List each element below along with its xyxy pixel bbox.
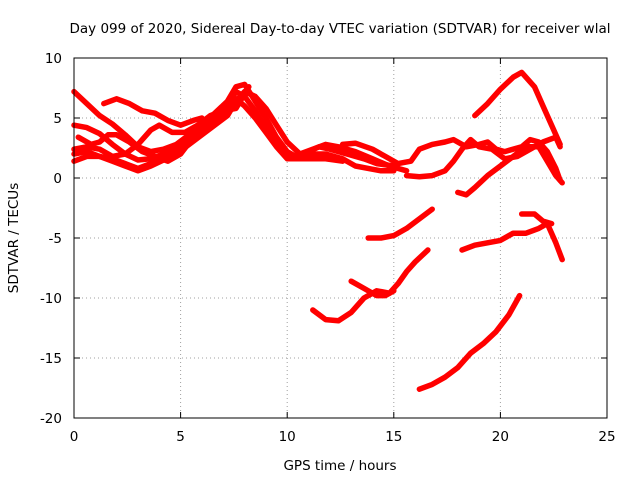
y-tick-label: 10 [45,51,62,67]
x-tick-label: 10 [279,429,296,445]
x-tick-label: 25 [598,429,615,445]
series-arc-1 [71,81,397,169]
axis-ticks: 0 5 10 15 20 25 -20 -15 -10 -5 0 5 10 [40,51,616,445]
series-arc-17 [416,292,523,392]
series-arc-11 [472,69,563,148]
series-arc-15 [310,247,431,324]
x-tick-label: 20 [492,429,509,445]
series-arc-4 [71,88,410,174]
series-arc-12 [365,206,435,241]
x-axis-label: GPS time / hours [283,458,396,474]
series-layer [71,69,565,392]
y-tick-label: -10 [40,291,62,307]
series-arc-5 [71,84,252,160]
series-arc-8 [339,136,563,184]
series-arc-10 [455,144,565,198]
series-arc-16 [348,278,397,299]
x-tick-label: 15 [385,429,402,445]
x-tick-label: 5 [176,429,185,445]
series-arc-6 [75,108,231,164]
y-axis-label: SDTVAR / TECUs [6,183,22,293]
y-tick-label: -15 [40,351,62,367]
series-arc-14 [518,211,555,227]
series-arc-7 [101,96,205,128]
series-arc-13 [459,220,565,263]
chart-title: Day 099 of 2020, Sidereal Day-to-day VTE… [70,21,611,37]
y-tick-label: 5 [53,111,62,127]
series-arc-2 [71,88,397,174]
x-tick-label: 0 [70,429,79,445]
y-tick-label: -5 [49,231,62,247]
y-tick-label: -20 [40,411,62,427]
y-tick-label: 0 [53,171,62,187]
